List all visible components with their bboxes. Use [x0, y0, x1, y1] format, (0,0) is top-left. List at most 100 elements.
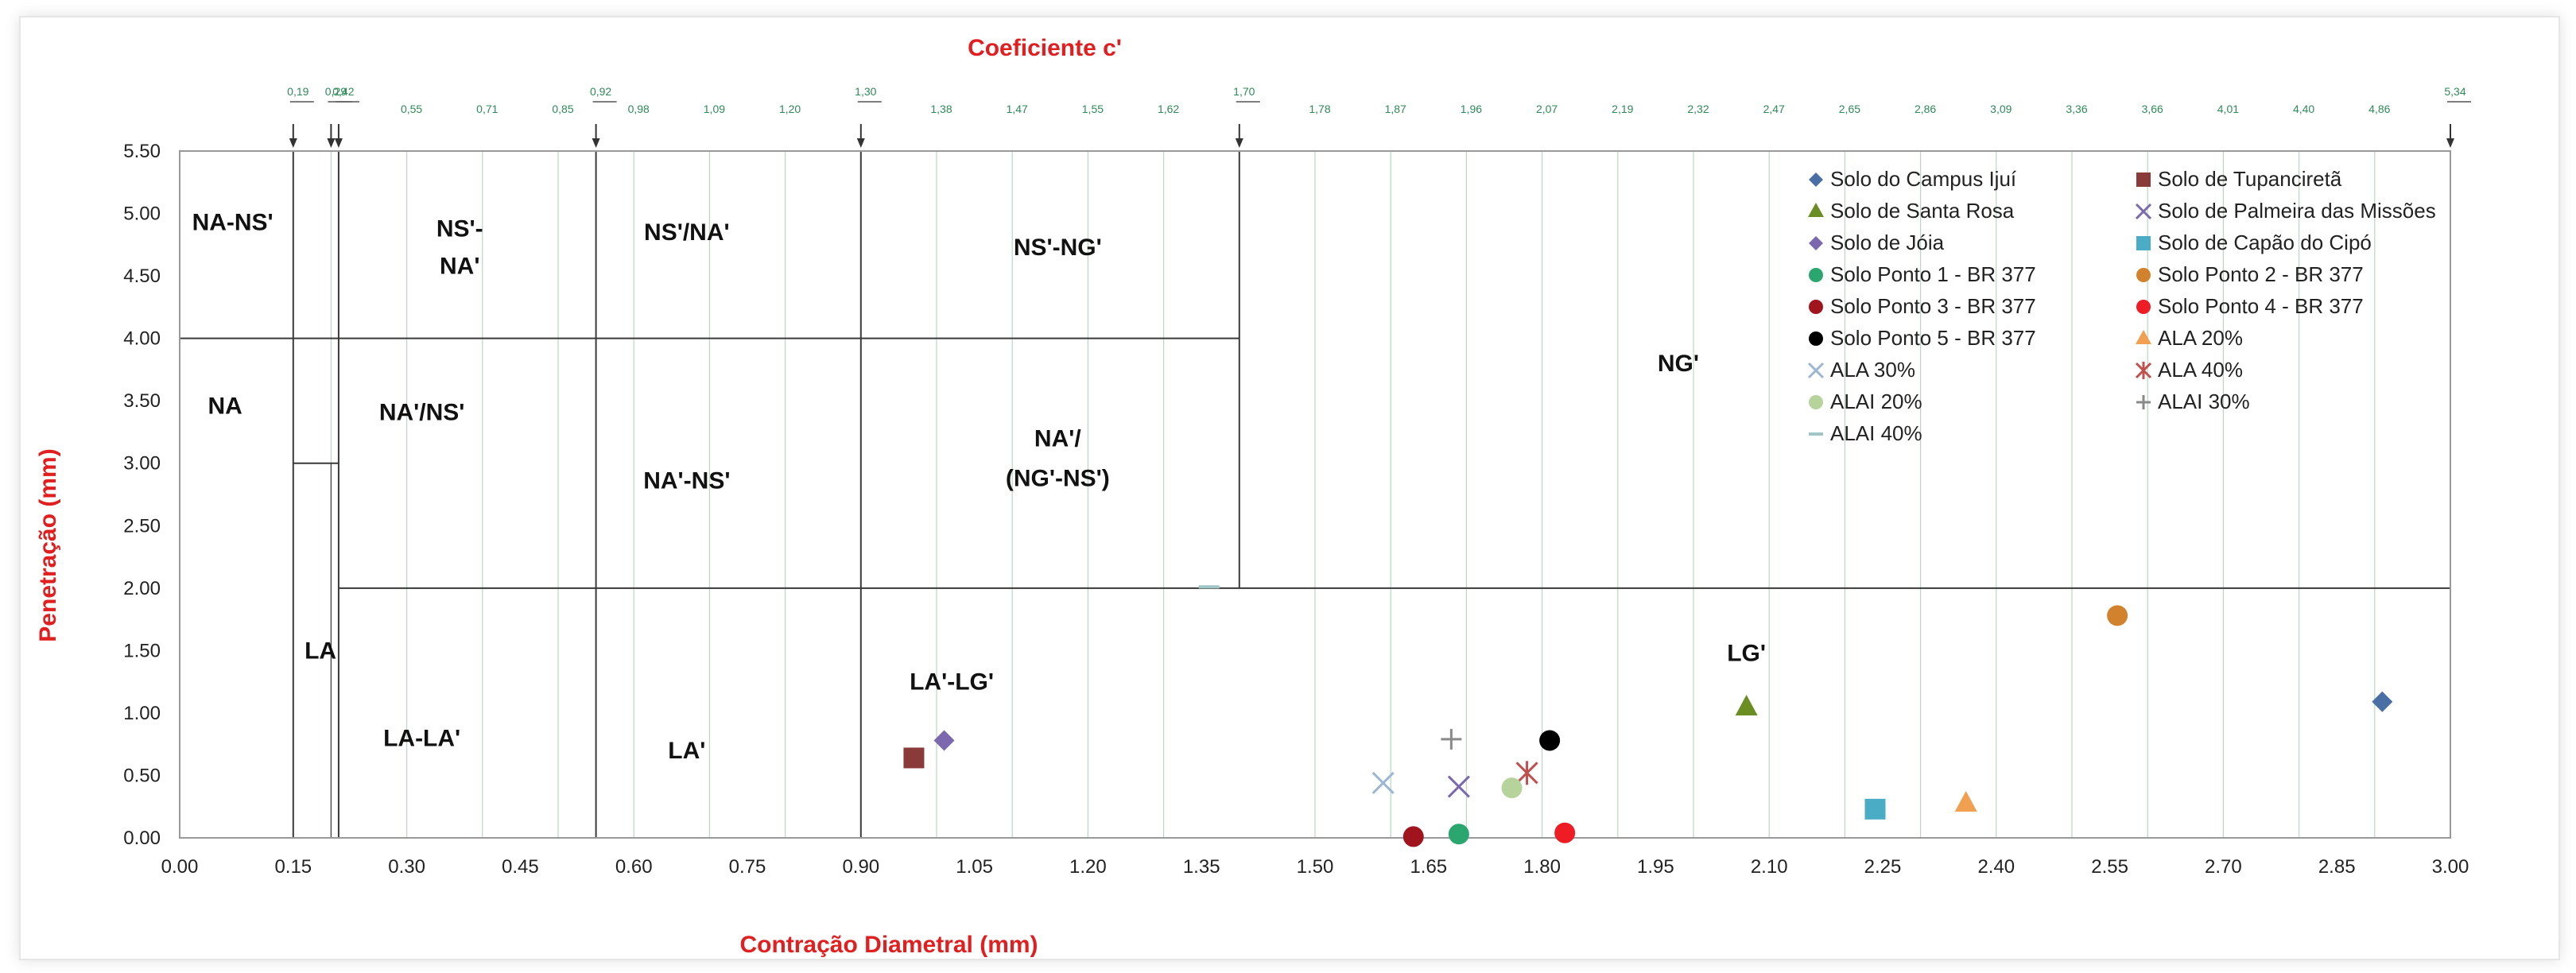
zone-label: NA'/ — [1034, 425, 1081, 452]
y-axis-label: Penetração (mm) — [35, 448, 61, 642]
legend-label: Solo de Palmeira das Missões — [2158, 199, 2436, 223]
chart-container: 0.00 0.15 0.30 0.45 0.60 0.75 0.90 1.05 1.20 1.35… — [19, 16, 2560, 960]
data-point — [2372, 691, 2393, 712]
x-tick-label: 3.00 — [2432, 856, 2469, 878]
y-tick-label: 2.00 — [123, 578, 161, 599]
zone-label: (NG'-NS') — [1006, 466, 1110, 492]
legend-marker — [2136, 330, 2151, 344]
top-axis-arrowhead — [592, 138, 600, 148]
top-axis-label: 0,42 — [332, 85, 354, 98]
legend-label: Solo de Jóia — [1830, 231, 1945, 254]
legend-label: ALAI 40% — [1830, 421, 1922, 445]
top-axis-arrowhead — [327, 138, 336, 148]
top-axis-arrowhead — [289, 138, 297, 148]
legend-label: Solo Ponto 2 - BR 377 — [2158, 262, 2364, 286]
x-tick-label: 1.95 — [1637, 856, 1674, 878]
top-axis-arrowhead — [2446, 138, 2454, 148]
top-axis-label: 1,78 — [1309, 103, 1330, 115]
classification-chart: 0.00 0.15 0.30 0.45 0.60 0.75 0.90 1.05 1.20 1.35… — [35, 35, 2471, 958]
data-point — [1554, 822, 1576, 843]
zone-label: LG' — [1727, 641, 1766, 667]
top-axis-label: 0,98 — [628, 103, 650, 115]
data-point — [1515, 761, 1538, 785]
zone-label: NS'- — [436, 215, 483, 242]
top-axis-label: 1,47 — [1007, 103, 1028, 115]
x-tick-label: 1.80 — [1523, 856, 1561, 878]
y-tick-label: 0.00 — [123, 828, 161, 849]
y-tick-label: 5.00 — [123, 204, 161, 225]
data-point — [1735, 695, 1758, 716]
x-tick-label: 0.90 — [842, 856, 879, 878]
data-point — [1447, 775, 1470, 798]
marker-stroke — [1371, 771, 1395, 794]
x-tick-label: 0.00 — [161, 856, 199, 878]
axes — [179, 150, 2451, 839]
legend-marker — [1809, 173, 1823, 187]
plot-frame — [179, 150, 2451, 839]
legend-marker — [1809, 236, 1823, 250]
zone-label: LA-LA' — [383, 725, 460, 751]
x-tick-label: 0.15 — [274, 856, 312, 878]
y-tick-label: 0.50 — [123, 765, 161, 786]
top-axis-label: 1,09 — [704, 103, 725, 115]
marker-stroke — [2135, 203, 2152, 220]
x-tick-label: 2.85 — [2318, 856, 2356, 878]
grid-lines — [330, 151, 2376, 838]
top-axis-label: 1,55 — [1082, 103, 1104, 115]
legend-label: Solo Ponto 3 - BR 377 — [1830, 294, 2036, 318]
top-axis-label: 2,86 — [1915, 103, 1936, 115]
top-axis-arrowhead — [1235, 138, 1243, 148]
top-axis-label: 0,55 — [401, 103, 422, 115]
legend-label: ALA 20% — [2158, 326, 2243, 350]
top-axis-label: 0,29 — [325, 85, 347, 98]
top-axis-label: 0,71 — [476, 103, 498, 115]
x-tick-label: 1.65 — [1410, 856, 1447, 878]
legend-marker — [2135, 203, 2152, 220]
zone-boundaries — [180, 151, 2450, 838]
marker-stroke — [1807, 362, 1825, 379]
top-axis-label: 1,96 — [1461, 103, 1482, 115]
data-point — [1371, 771, 1395, 794]
legend-marker — [1809, 300, 1823, 314]
legend-label: Solo Ponto 4 - BR 377 — [2158, 294, 2364, 318]
zone-label: LA — [305, 638, 336, 664]
top-axis-arrowhead — [856, 138, 865, 148]
top-axis-label: 3,66 — [2142, 103, 2163, 115]
y-tick-label: 4.00 — [123, 328, 161, 350]
y-tick-label: 5.50 — [123, 141, 161, 162]
y-tick-label: 1.50 — [123, 640, 161, 661]
legend-label: Solo de Tupanciretã — [2158, 167, 2342, 191]
legend-label: Solo Ponto 1 - BR 377 — [1830, 262, 2036, 286]
top-axis-label: 4,86 — [2368, 103, 2390, 115]
y-tick-label: 1.00 — [123, 703, 161, 724]
legend-marker — [2136, 268, 2151, 282]
y-tick-label: 3.00 — [123, 453, 161, 475]
top-axis-label: 2,65 — [1839, 103, 1860, 115]
data-point — [1864, 798, 1886, 820]
x-tick-label: 1.35 — [1183, 856, 1220, 878]
x-tick-label: 1.20 — [1069, 856, 1107, 878]
top-axis-label: 1,70 — [1233, 85, 1255, 98]
data-point — [1954, 791, 1977, 812]
data-point — [1402, 826, 1424, 847]
zone-labels: NA-NS' NS'- NA' NS'/NA' NS'-NG' NA NA'/NS' NG' N… — [192, 210, 1766, 764]
data-points — [903, 585, 2393, 847]
zone-label: NA'-NS' — [643, 468, 730, 494]
zone-label: NS'/NA' — [644, 219, 730, 246]
x-tick-label: 0.60 — [615, 856, 653, 878]
legend-marker — [2136, 236, 2151, 250]
top-axis-label: 0,85 — [552, 103, 573, 115]
top-axis-label: 2,32 — [1687, 103, 1709, 115]
x-tick-label: 1.05 — [956, 856, 993, 878]
legend-marker — [2136, 300, 2151, 314]
x-tick-label: 2.55 — [2091, 856, 2128, 878]
zone-label: NA — [208, 393, 242, 419]
x-tick-label: 0.30 — [388, 856, 425, 878]
data-point — [1501, 777, 1523, 799]
top-axis-label: 3,09 — [1990, 103, 2012, 115]
y-tick-label: 3.50 — [123, 390, 161, 412]
x-tick-labels: 0.00 0.15 0.30 0.45 0.60 0.75 0.90 1.05 1.20 1.35… — [161, 856, 2469, 878]
x-tick-label: 2.25 — [1864, 856, 1902, 878]
legend-marker — [1809, 395, 1823, 409]
legend-label: ALA 30% — [1830, 358, 1915, 382]
